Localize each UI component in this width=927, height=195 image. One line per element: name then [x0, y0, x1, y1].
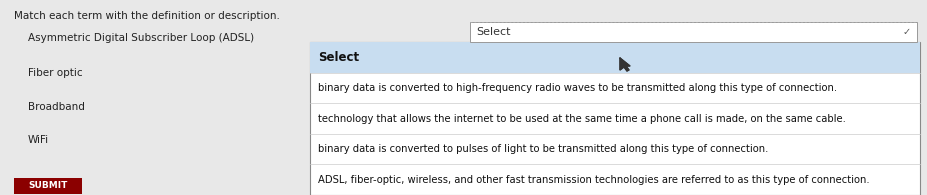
Text: ADSL, fiber-optic, wireless, and other fast transmission technologies are referr: ADSL, fiber-optic, wireless, and other f…: [318, 175, 870, 185]
Text: technology that allows the internet to be used at the same time a phone call is : technology that allows the internet to b…: [318, 113, 845, 123]
Text: ✓: ✓: [903, 27, 911, 37]
Text: WiFi: WiFi: [28, 135, 49, 145]
Text: Fiber optic: Fiber optic: [28, 68, 83, 78]
Text: binary data is converted to pulses of light to be transmitted along this type of: binary data is converted to pulses of li…: [318, 144, 768, 154]
Text: binary data is converted to high-frequency radio waves to be transmitted along t: binary data is converted to high-frequen…: [318, 83, 837, 93]
Text: SUBMIT: SUBMIT: [29, 182, 68, 191]
Text: Select: Select: [318, 51, 359, 64]
Polygon shape: [620, 58, 630, 71]
Bar: [310, 42, 920, 73]
Text: Select: Select: [476, 27, 511, 37]
Bar: [470, 22, 917, 42]
Text: Broadband: Broadband: [28, 102, 85, 112]
Bar: [310, 42, 920, 195]
Bar: [14, 178, 82, 194]
Text: Asymmetric Digital Subscriber Loop (ADSL): Asymmetric Digital Subscriber Loop (ADSL…: [28, 33, 254, 43]
Text: Match each term with the definition or description.: Match each term with the definition or d…: [14, 11, 280, 21]
